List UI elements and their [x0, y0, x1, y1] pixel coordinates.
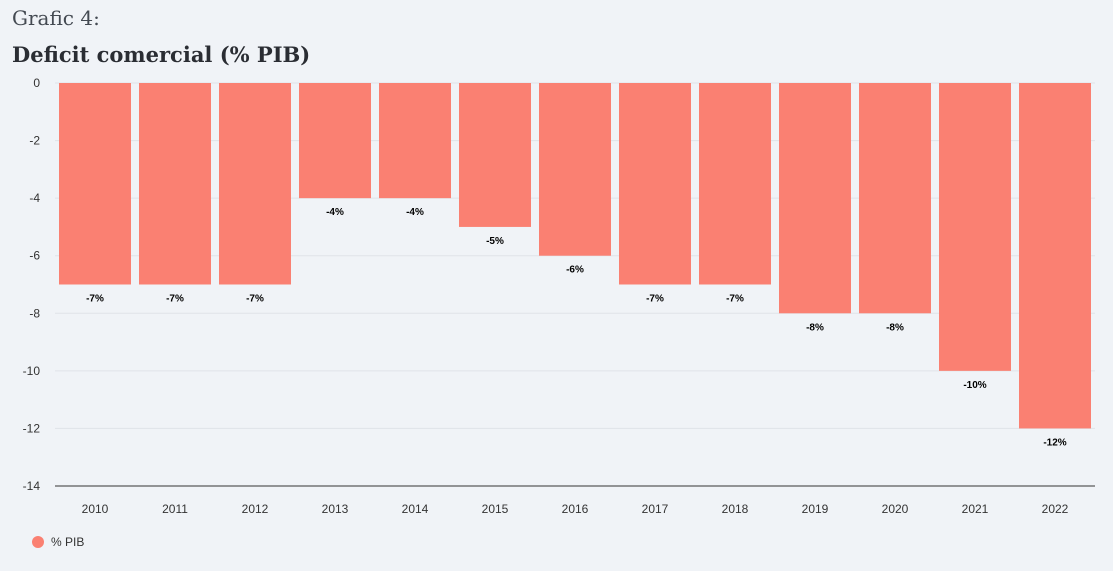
x-tick-label: 2013: [322, 502, 349, 516]
y-tick-label: -6: [29, 249, 40, 263]
bar[interactable]: [539, 83, 611, 256]
x-tick-label: 2015: [482, 502, 509, 516]
data-label: -6%: [566, 265, 584, 276]
x-tick-label: 2014: [402, 502, 429, 516]
x-tick-label: 2017: [642, 502, 669, 516]
x-tick-label: 2011: [162, 502, 188, 516]
y-tick-label: -2: [29, 134, 40, 148]
data-label: -4%: [326, 207, 344, 218]
y-tick-label: 0: [33, 76, 40, 90]
data-label: -4%: [406, 207, 424, 218]
x-tick-label: 2021: [962, 502, 989, 516]
bar[interactable]: [859, 83, 931, 314]
y-tick-label: -8: [29, 306, 40, 320]
y-tick-label: -12: [23, 421, 41, 435]
y-tick-label: -10: [23, 364, 41, 378]
bar[interactable]: [459, 83, 531, 227]
bar[interactable]: [299, 83, 371, 199]
data-label: -7%: [246, 294, 264, 305]
bar[interactable]: [1019, 83, 1091, 429]
data-label: -7%: [166, 294, 184, 305]
data-label: -10%: [963, 380, 986, 391]
data-label: -8%: [806, 322, 824, 333]
bar[interactable]: [939, 83, 1011, 371]
bar[interactable]: [619, 83, 691, 285]
x-tick-label: 2020: [882, 502, 909, 516]
x-tick-label: 2010: [82, 502, 109, 516]
data-label: -12%: [1043, 437, 1066, 448]
bar[interactable]: [139, 83, 211, 285]
chart-subtitle: Grafic 4:: [12, 6, 100, 30]
legend-label: % PIB: [51, 535, 85, 549]
bar[interactable]: [59, 83, 131, 285]
data-label: -7%: [646, 294, 664, 305]
x-tick-label: 2016: [562, 502, 589, 516]
legend[interactable]: % PIB: [32, 535, 84, 549]
bar[interactable]: [699, 83, 771, 285]
x-tick-label: 2012: [242, 502, 269, 516]
x-tick-label: 2019: [802, 502, 829, 516]
chart-title: Deficit comercial (% PIB): [12, 42, 311, 67]
data-label: -8%: [886, 322, 904, 333]
bar[interactable]: [379, 83, 451, 199]
y-tick-label: -14: [23, 479, 41, 493]
data-label: -5%: [486, 236, 504, 247]
data-label: -7%: [726, 294, 744, 305]
bar[interactable]: [219, 83, 291, 285]
y-tick-label: -4: [29, 191, 40, 205]
x-tick-label: 2022: [1042, 502, 1069, 516]
legend-swatch-icon: [32, 536, 44, 548]
data-label: -7%: [86, 294, 104, 305]
bar[interactable]: [779, 83, 851, 314]
x-tick-label: 2018: [722, 502, 749, 516]
